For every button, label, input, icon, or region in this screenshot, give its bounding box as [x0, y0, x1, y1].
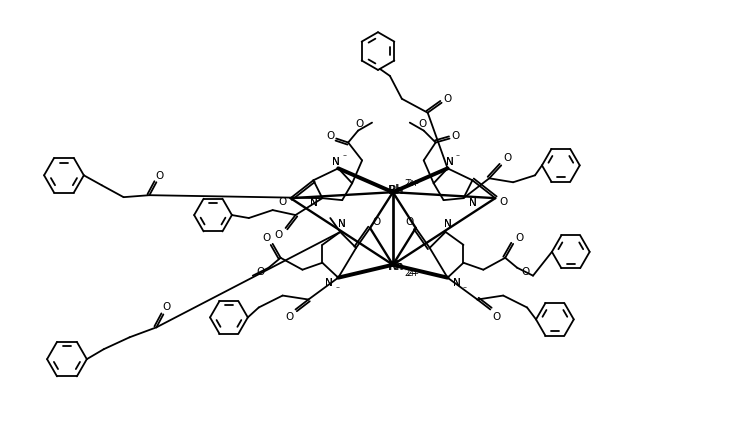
Text: N: N	[444, 219, 451, 229]
Text: N: N	[338, 219, 346, 229]
Text: N: N	[445, 157, 454, 168]
Text: ⁻: ⁻	[455, 152, 460, 161]
Text: Rh: Rh	[389, 260, 405, 273]
Text: N: N	[444, 219, 451, 229]
Text: N: N	[338, 219, 346, 229]
Text: N: N	[310, 198, 317, 208]
Text: O: O	[418, 119, 427, 129]
Text: Rh: Rh	[389, 184, 405, 197]
Text: O: O	[263, 233, 271, 243]
Text: ⁻: ⁻	[463, 284, 467, 293]
Text: N: N	[332, 157, 341, 168]
Text: N: N	[325, 278, 333, 288]
Text: O: O	[355, 119, 363, 129]
Text: N: N	[469, 198, 476, 208]
Text: 2+: 2+	[405, 269, 417, 278]
Text: N: N	[310, 198, 317, 208]
Text: O: O	[492, 312, 501, 323]
Text: N: N	[445, 157, 454, 168]
Text: 2+: 2+	[406, 179, 419, 188]
Text: O: O	[372, 217, 380, 227]
Text: ⁻: ⁻	[342, 152, 347, 161]
Text: N: N	[453, 278, 461, 288]
Text: ⁻: ⁻	[342, 152, 347, 161]
Text: O: O	[521, 267, 529, 277]
Text: O: O	[405, 217, 414, 227]
Text: N: N	[469, 198, 476, 208]
Text: O: O	[285, 312, 294, 323]
Text: O: O	[443, 94, 451, 104]
Text: ⁻: ⁻	[335, 284, 339, 293]
Text: O: O	[499, 197, 507, 207]
Text: O: O	[326, 130, 334, 141]
Text: ⁻: ⁻	[463, 284, 467, 293]
Text: O: O	[162, 302, 171, 312]
Text: N: N	[325, 278, 333, 288]
Text: 2+: 2+	[405, 179, 417, 188]
Text: Rh: Rh	[388, 184, 404, 197]
Text: O: O	[257, 267, 265, 277]
Text: N: N	[453, 278, 461, 288]
Text: O: O	[275, 230, 282, 240]
Text: O: O	[515, 233, 523, 243]
Text: ⁻: ⁻	[335, 284, 339, 293]
Text: N: N	[332, 157, 341, 168]
Text: O: O	[156, 171, 164, 181]
Text: 2+: 2+	[406, 269, 419, 278]
Text: O: O	[279, 197, 287, 207]
Text: Rh: Rh	[388, 260, 404, 273]
Text: O: O	[503, 153, 511, 164]
Text: ⁻: ⁻	[455, 152, 460, 161]
Text: O: O	[451, 130, 460, 141]
